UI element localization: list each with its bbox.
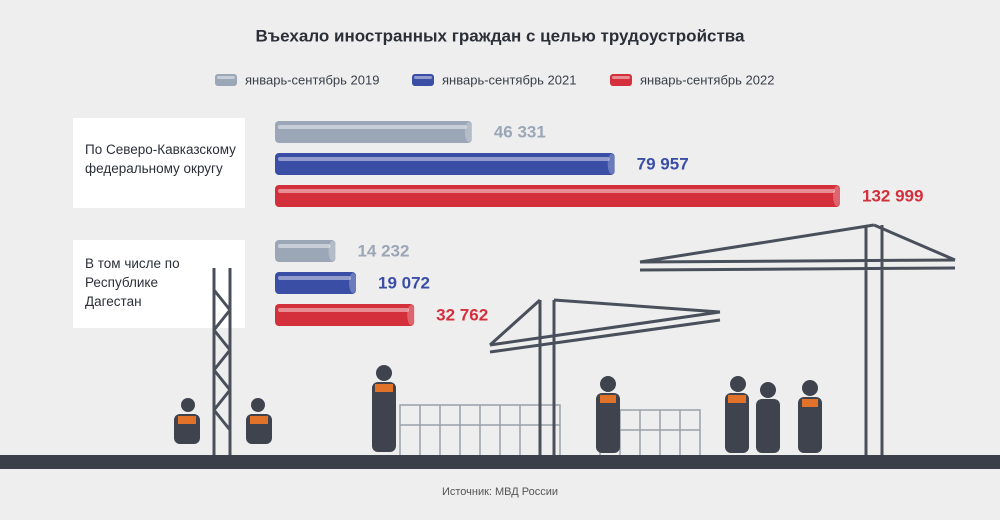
value-label: 32 762 <box>436 305 488 324</box>
legend-swatch-highlight <box>612 76 630 79</box>
value-label: 19 072 <box>378 273 430 292</box>
bar-cap <box>407 305 416 325</box>
bar-cap <box>607 154 616 174</box>
bar-cap <box>464 122 473 142</box>
legend-swatch <box>215 74 237 86</box>
value-label: 14 232 <box>357 241 409 260</box>
bar <box>275 121 472 143</box>
legend-label: январь-сентябрь 2022 <box>640 72 774 87</box>
bar-cap <box>328 241 337 261</box>
bar-highlight <box>278 189 835 193</box>
legend-swatch <box>610 74 632 86</box>
bar-highlight <box>278 244 331 248</box>
value-label: 46 331 <box>494 122 546 141</box>
chart-title: Въехало иностранных граждан с целью труд… <box>256 26 746 45</box>
legend-swatch <box>412 74 434 86</box>
bar-cap <box>349 273 358 293</box>
bar <box>275 153 615 175</box>
bar-highlight <box>278 125 467 129</box>
category-label: В том числе по Республике Дагестан <box>85 256 180 309</box>
bar-highlight <box>278 157 610 161</box>
bar <box>275 304 415 326</box>
bar-highlight <box>278 308 410 312</box>
bar <box>275 272 357 294</box>
legend-label: январь-сентябрь 2021 <box>442 72 576 87</box>
value-label: 132 999 <box>862 186 923 205</box>
legend-label: январь-сентябрь 2019 <box>245 72 379 87</box>
bar <box>275 240 336 262</box>
legend-swatch-highlight <box>414 76 432 79</box>
category-label: По Северо-Кавказскому федеральному округ… <box>85 142 236 176</box>
bar-cap <box>833 186 841 206</box>
bar-highlight <box>278 276 352 280</box>
legend-swatch-highlight <box>217 76 235 79</box>
value-label: 79 957 <box>637 154 689 173</box>
source: Источник: МВД России <box>442 486 558 498</box>
bar <box>275 185 840 207</box>
scenery <box>0 118 1000 469</box>
